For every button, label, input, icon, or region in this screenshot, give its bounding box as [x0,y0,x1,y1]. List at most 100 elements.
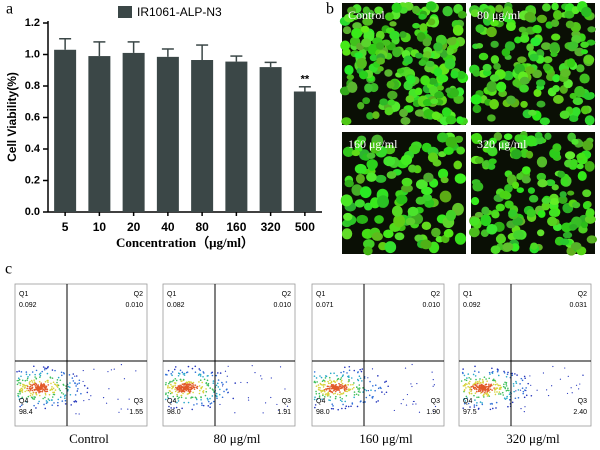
event-dot [225,388,228,391]
event-dot [212,380,215,382]
event-dot [488,371,491,374]
event-dot [329,379,331,382]
event-dot [328,385,330,388]
legend-swatch [118,6,132,18]
event-dot [513,390,515,393]
event-dot [78,379,81,382]
event-dot [348,365,351,368]
event-dot [507,405,509,408]
event-dot [466,397,468,399]
event-dot [524,377,526,380]
quadrant-value: 98.0 [167,409,181,416]
event-dot [26,377,29,380]
event-dot [20,375,22,378]
event-dot [348,378,350,381]
event-dot [195,386,198,389]
event-dot [324,377,327,379]
cell [369,140,382,154]
bar [259,67,282,212]
cell [408,164,417,173]
event-dot [345,405,348,408]
event-dot [224,370,227,372]
event-dot [485,386,487,388]
y-tick-label: 0.6 [25,111,40,123]
event-dot [74,394,77,396]
event-dot [246,382,248,384]
event-dot [86,391,89,394]
event-dot [464,384,466,387]
cell [580,41,589,48]
cell [374,215,384,224]
x-tick-label: 320 [261,220,281,234]
event-dot [17,392,19,395]
flow-plot-frame [162,283,296,427]
event-dot [337,408,339,411]
cell [356,214,369,224]
event-dot [321,398,323,400]
event-dot [191,385,193,387]
cell [394,232,405,241]
event-dot [226,375,228,377]
event-dot [334,397,337,400]
event-dot [330,380,333,383]
event-dot [120,364,123,366]
event-dot [491,384,493,387]
event-dot [350,405,352,408]
event-dot [338,385,341,388]
event-dot [473,406,476,408]
event-dot [64,397,66,399]
event-dot [180,389,182,392]
cell [356,57,367,69]
event-dot [523,411,525,413]
event-dot [498,387,501,389]
cell [422,38,432,47]
event-dot [78,382,80,385]
event-dot [332,407,335,410]
event-dot [19,405,21,408]
event-dot [564,367,566,369]
flow-plot-frame [14,283,148,427]
cell [551,2,559,11]
event-dot [334,388,336,390]
event-dot [194,371,197,373]
event-dot [515,382,518,384]
cell [386,171,397,179]
event-dot [56,385,58,387]
event-dot [479,401,482,403]
event-dot [325,388,327,390]
event-dot [353,394,356,396]
event-dot [472,385,474,387]
event-dot [49,389,51,392]
event-dot [207,400,210,403]
cell [519,76,530,85]
cell [446,37,457,46]
event-dot [570,387,572,389]
cell [432,159,442,167]
cell [584,215,596,224]
cell [572,97,584,106]
event-dot [491,402,493,405]
event-dot [44,393,47,396]
flow-plot-label: 320 μg/ml [506,431,560,446]
cell [525,135,537,147]
event-dot [52,391,54,394]
cell [369,54,378,62]
y-tick-label: 0.8 [25,80,40,92]
event-dot [525,389,527,392]
cell [342,26,352,35]
event-dot [182,389,184,392]
event-dot [25,371,28,373]
event-dot [35,369,38,372]
event-dot [184,385,187,388]
cell [366,152,376,159]
cell [512,217,523,226]
cell [354,52,363,59]
cell [392,47,402,58]
event-dot [492,407,494,410]
cell [530,37,541,47]
cell [486,223,498,235]
cell [400,116,411,125]
event-dot [135,370,137,372]
event-dot [487,387,490,390]
cell [450,70,459,79]
